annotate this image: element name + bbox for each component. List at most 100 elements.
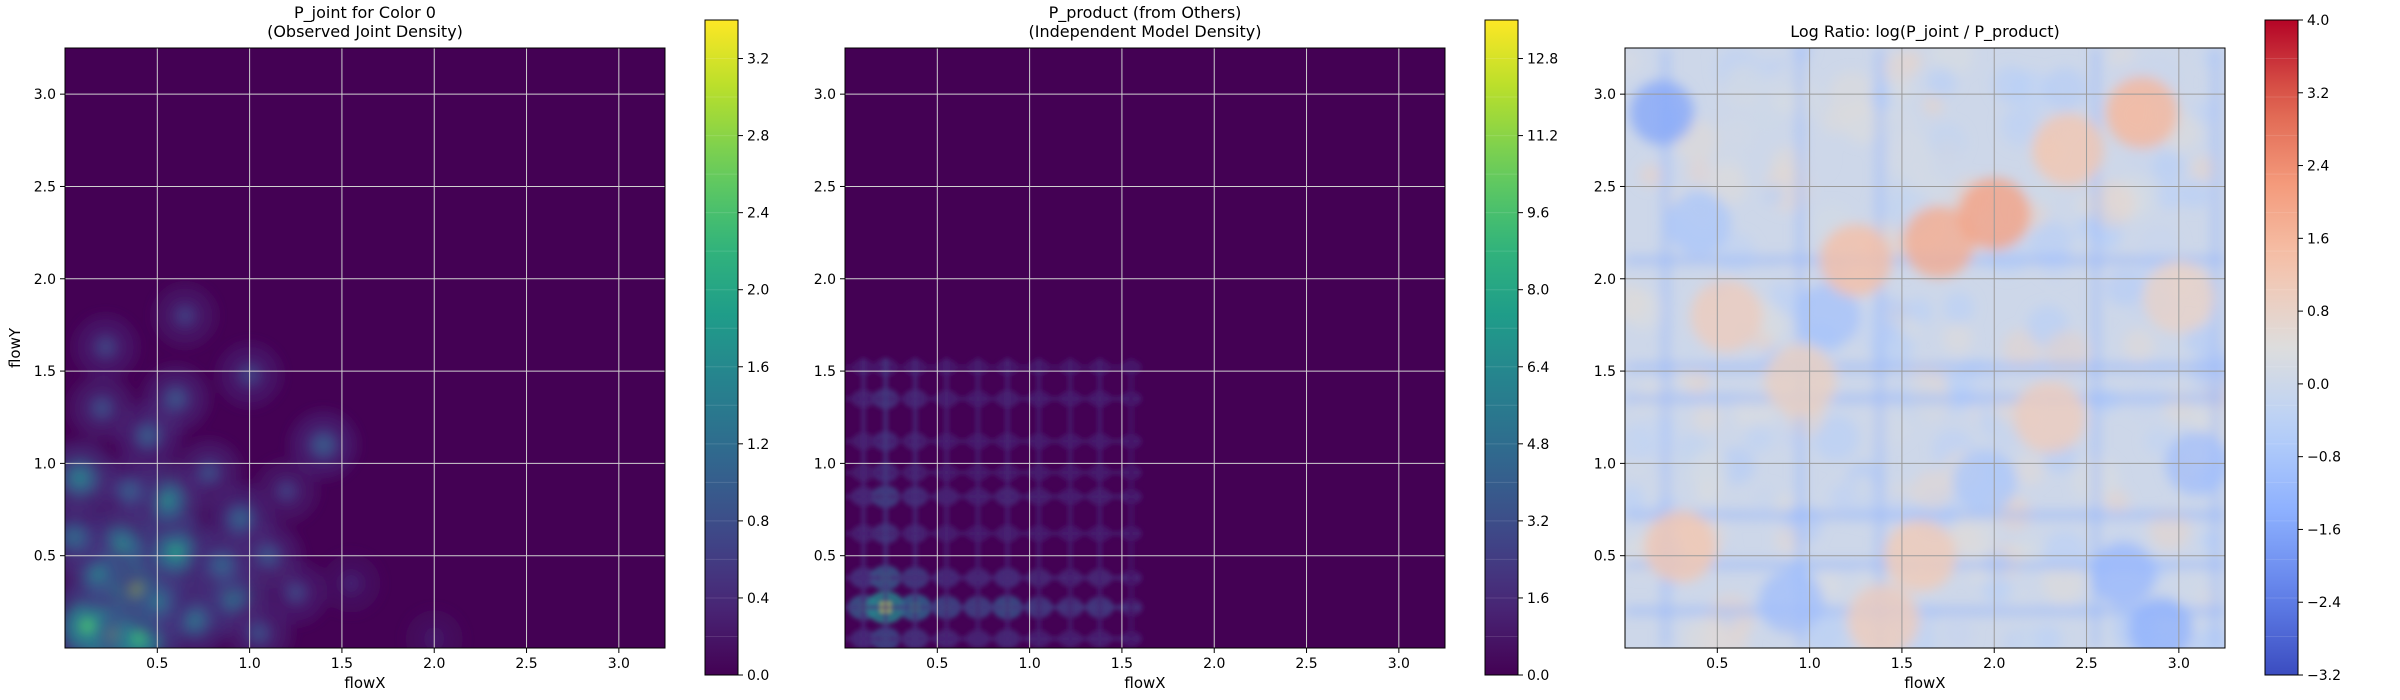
density-peak: [92, 568, 104, 580]
ratio-texture: [1754, 104, 1782, 131]
colorbar-tick-label: 1.6: [1527, 591, 1549, 607]
colorbar-tick-label: 4.0: [2307, 13, 2329, 29]
y-tick-label: 2.5: [1594, 179, 1616, 195]
ratio-texture: [1724, 64, 1767, 107]
ratio-cool-col: [1661, 48, 1670, 648]
ratio-texture: [1689, 449, 1730, 490]
ratio-texture: [1926, 67, 1957, 98]
ratio-texture: [1900, 48, 1924, 73]
y-tick-label: 1.0: [814, 456, 836, 472]
density-peak: [347, 580, 355, 587]
density-peak: [160, 494, 173, 507]
colorbar-tick-label: −0.8: [2307, 450, 2341, 466]
ratio-texture: [1828, 485, 1854, 510]
ratio-texture: [1943, 292, 1975, 324]
ratio-texture: [1762, 185, 1784, 206]
y-tick-label: 0.5: [1594, 549, 1616, 565]
ratio-texture: [2014, 455, 2045, 486]
ratio-texture: [1719, 117, 1755, 152]
ratio-cool-region: [1666, 191, 1731, 256]
x-tick-label: 2.5: [2075, 656, 2097, 672]
ratio-cool-region: [1953, 449, 2017, 514]
y-tick-label: 2.5: [814, 179, 836, 195]
ratio-texture: [2191, 155, 2218, 182]
ratio-texture: [2185, 323, 2217, 355]
panel-title-line: P_joint for Color 0: [294, 3, 436, 23]
density-band-col: [944, 358, 949, 648]
y-tick-label: 1.0: [34, 456, 56, 472]
colorbar-tick-label: 6.4: [1527, 360, 1549, 376]
ratio-texture: [2104, 489, 2130, 515]
density-layer: [65, 284, 463, 648]
ratio-texture: [1639, 163, 1663, 188]
density-band-row: [845, 396, 1141, 401]
x-axis-label: flowX: [1904, 674, 1945, 692]
panel-title-line: (Independent Model Density): [1029, 22, 1262, 41]
y-tick-label: 2.5: [34, 179, 56, 195]
density-band-col: [883, 358, 888, 648]
colorbar-tick-label: 12.8: [1527, 52, 1558, 68]
colorbar-tick-label: 0.8: [747, 514, 769, 530]
ratio-texture: [2144, 427, 2172, 455]
ratio-texture: [2008, 631, 2040, 648]
density-band-col: [1068, 358, 1073, 648]
ratio-texture: [1993, 398, 2017, 422]
density-peak: [101, 342, 110, 352]
colorbar-tick-label: 0.0: [747, 668, 769, 684]
ratio-texture: [1888, 133, 1935, 180]
ratio-texture: [2042, 561, 2085, 604]
ratio-cool-region: [2091, 542, 2156, 607]
density-band-col: [1036, 358, 1041, 648]
colorbar-tick-label: 4.8: [1527, 437, 1549, 453]
ratio-texture: [2085, 619, 2115, 648]
colorbar-tick-label: 0.0: [2307, 377, 2329, 393]
ratio-cool-row: [1625, 511, 2225, 520]
colorbar-frame: [2264, 19, 2299, 676]
x-tick-label: 0.5: [146, 656, 168, 672]
density-band-row: [845, 575, 1141, 580]
ratio-warm-region: [1764, 344, 1837, 417]
ratio-texture: [2148, 508, 2191, 551]
density-band-row: [845, 605, 1141, 610]
ratio-warm-region: [1902, 205, 1975, 278]
density-band-row: [845, 531, 1141, 536]
colorbar-tick-label: 1.6: [747, 360, 769, 376]
grid-lines: [65, 48, 665, 648]
x-axis-label: flowX: [1124, 674, 1165, 692]
density-peak: [74, 472, 86, 484]
ratio-texture: [1625, 48, 1641, 75]
y-tick-label: 3.0: [814, 87, 836, 103]
ratio-texture: [2043, 67, 2087, 111]
panel-log-ratio: 0.5 1.0 1.5 2.0 2.5 3.0 0.5 1.0 1.5 2.0 2.5 3.0 flow…: [1594, 13, 2341, 692]
density-band-row: [845, 636, 1141, 641]
ratio-texture: [1992, 65, 2030, 104]
x-tick-label: 1.5: [331, 656, 353, 672]
colorbar-tick-label: 2.0: [747, 283, 769, 299]
density-band-row: [845, 494, 1141, 499]
ratio-texture: [1775, 59, 1801, 85]
ratio-layer: [1625, 48, 2225, 648]
panel-title-line: (Observed Joint Density): [267, 22, 463, 41]
y-tick-label: 0.5: [34, 549, 56, 565]
ratio-texture: [1753, 332, 1774, 353]
y-tick-label: 2.0: [1594, 272, 1616, 288]
x-tick-label: 1.0: [1018, 656, 1040, 672]
colorbar-tick-label: 1.2: [747, 437, 769, 453]
ratio-cool-col: [1875, 48, 1884, 648]
x-tick-label: 0.5: [1706, 656, 1728, 672]
colorbar-tick-label: 3.2: [747, 52, 769, 68]
ratio-warm-region: [2032, 113, 2105, 186]
density-peak: [143, 430, 153, 441]
ratio-texture: [1853, 475, 1874, 496]
ratio-cool-row: [1625, 394, 2225, 403]
density-band-col: [1129, 358, 1134, 648]
x-tick-label: 1.5: [1111, 656, 1133, 672]
colorbar-tick-label: 3.2: [1527, 514, 1549, 530]
colorbar-frame: [704, 19, 739, 676]
x-tick-label: 1.5: [1891, 656, 1913, 672]
panel-product-density: 0.5 1.0 1.5 2.0 2.5 3.0 0.5 1.0 1.5 2.0 2.5 3.0 flow…: [814, 3, 1558, 692]
density-background: [845, 48, 1445, 648]
plot-area: [65, 48, 665, 648]
x-tick-label: 2.0: [423, 656, 445, 672]
